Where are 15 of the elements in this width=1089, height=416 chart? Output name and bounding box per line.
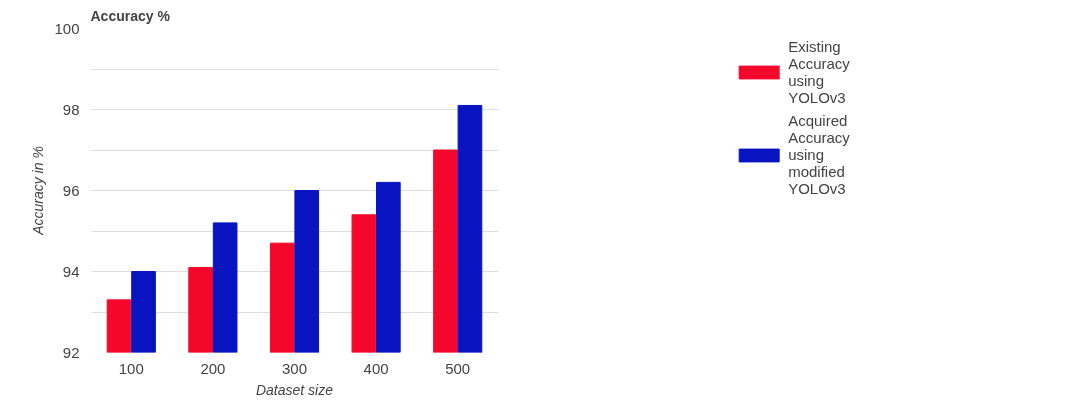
- x-tick-label: 400: [363, 359, 389, 377]
- y-tick-label: 100: [54, 19, 80, 37]
- x-tick-label: 100: [118, 359, 144, 377]
- legend-label: Acquired Accuracy using modified YOLOv3: [788, 112, 850, 197]
- x-axis-title: Dataset size: [255, 381, 334, 398]
- y-tick-label: 94: [62, 262, 80, 280]
- x-tick-label: 300: [281, 359, 308, 377]
- y-tick-label: 98: [62, 100, 80, 118]
- x-tick-label: 200: [200, 359, 226, 377]
- x-tick-label: 500: [445, 359, 471, 377]
- y-tick-label: 96: [62, 181, 80, 199]
- y-tick-label: 92: [62, 343, 80, 361]
- legend-label: Existing Accuracy using YOLOv3: [788, 38, 850, 106]
- chart-title: Accuracy %: [90, 7, 171, 24]
- y-axis-title: Accuracy in %: [30, 146, 47, 236]
